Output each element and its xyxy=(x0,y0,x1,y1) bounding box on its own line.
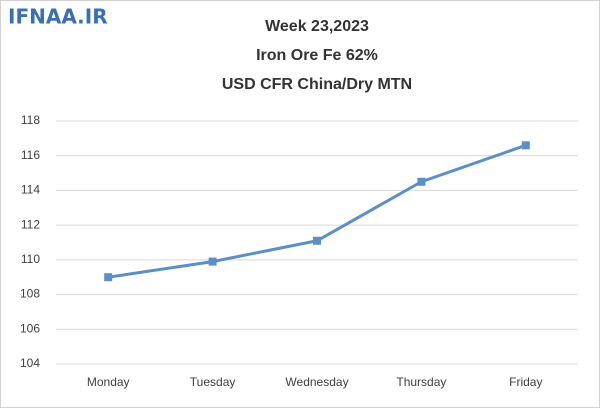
x-tick-label: Thursday xyxy=(396,375,446,389)
data-marker xyxy=(521,141,530,150)
y-tick-label: 110 xyxy=(21,252,40,266)
chart-title: Iron Ore Fe 62% xyxy=(256,47,378,64)
chart-title: USD CFR China/Dry MTN xyxy=(222,76,412,93)
data-marker xyxy=(208,257,217,266)
y-tick-label: 112 xyxy=(21,217,40,231)
data-marker xyxy=(104,273,113,282)
data-marker xyxy=(417,177,426,186)
y-tick-label: 106 xyxy=(20,321,40,335)
y-tick-label: 114 xyxy=(21,183,40,197)
x-tick-label: Friday xyxy=(509,375,542,389)
x-tick-label: Monday xyxy=(87,375,130,389)
data-marker xyxy=(313,236,321,245)
x-tick-label: Wednesday xyxy=(285,375,348,389)
y-tick-label: 116 xyxy=(21,148,40,162)
y-tick-label: 118 xyxy=(21,113,40,127)
watermark: IFNAA.IR xyxy=(8,5,108,29)
y-tick-label: 104 xyxy=(20,356,40,370)
x-tick-label: Tuesday xyxy=(190,375,236,389)
y-tick-label: 108 xyxy=(20,287,40,301)
chart-title: Week 23,2023 xyxy=(265,18,369,35)
